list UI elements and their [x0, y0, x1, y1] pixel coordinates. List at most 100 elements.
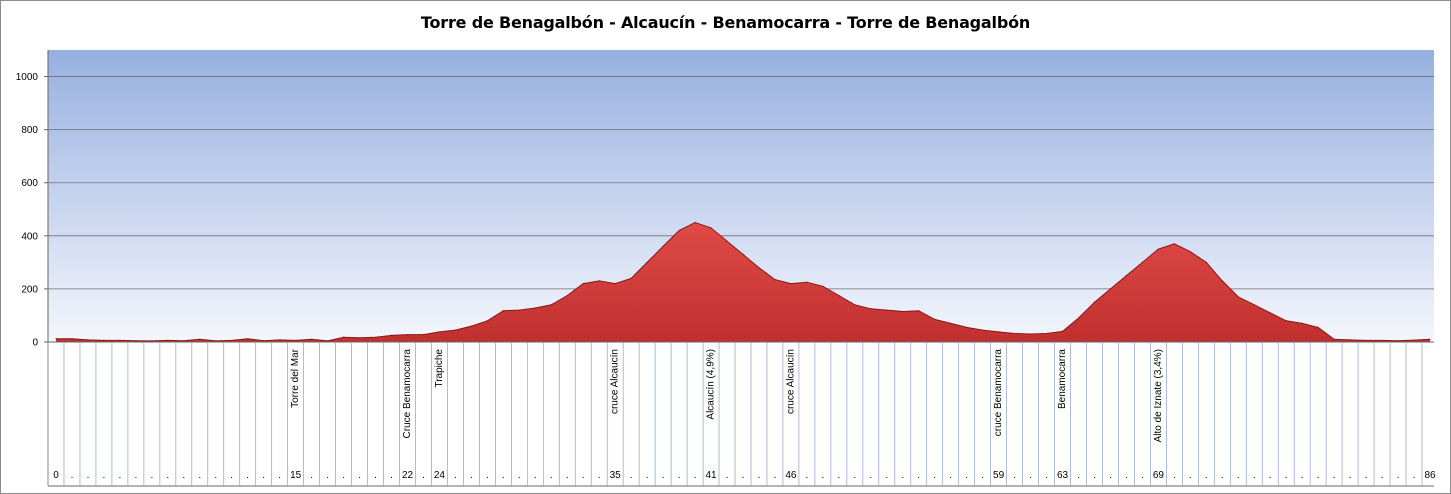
km-dot: . — [454, 470, 457, 481]
km-dot: . — [486, 470, 489, 481]
km-dot: . — [182, 470, 185, 481]
category-axis: Torre del Mar Cruce Benamocarra Trapiche cr… — [47, 342, 1436, 486]
km-dot: . — [981, 470, 984, 481]
data-point — [838, 294, 840, 297]
data-point — [1205, 261, 1207, 263]
km-label: 22 — [402, 470, 414, 481]
data-point — [1077, 317, 1080, 319]
data-point — [870, 308, 872, 310]
km-label: 46 — [785, 470, 797, 481]
data-point — [1014, 332, 1016, 335]
km-dot: . — [726, 470, 729, 481]
data-point — [1221, 280, 1223, 282]
data-point — [822, 285, 824, 287]
data-point — [390, 334, 393, 336]
data-point — [454, 329, 456, 331]
data-point — [295, 339, 297, 341]
category-label: Alto de Iznate (3,4%) — [1153, 349, 1164, 442]
data-point — [231, 339, 233, 341]
data-point — [359, 337, 361, 339]
data-point — [263, 340, 265, 342]
data-point — [183, 340, 185, 342]
km-dot: . — [838, 470, 841, 481]
data-point — [790, 283, 792, 285]
data-point — [119, 339, 121, 341]
category-label: cruce Alcaucín — [610, 349, 621, 414]
category-label: Benamocarra — [1057, 349, 1068, 409]
data-point — [758, 267, 760, 269]
y-tick-label: 200 — [21, 284, 38, 295]
km-label: 35 — [610, 470, 622, 481]
data-point — [1349, 339, 1351, 341]
km-dot: . — [1269, 470, 1272, 481]
km-dot: . — [1237, 470, 1240, 481]
data-point — [167, 339, 169, 341]
data-point — [630, 277, 632, 279]
axes: 0 200 400 600 800 1000 — [16, 50, 1434, 487]
data-point — [950, 322, 952, 324]
km-dot: . — [151, 470, 154, 481]
data-point — [1429, 338, 1431, 340]
km-dot: . — [1205, 470, 1208, 481]
data-point — [646, 261, 648, 263]
km-dot: . — [1221, 470, 1224, 481]
km-dot: . — [310, 470, 313, 481]
data-point — [534, 307, 536, 309]
category-label: Cruce Benamocarra — [402, 349, 413, 439]
data-point — [1189, 251, 1191, 253]
km-dot: . — [1141, 470, 1144, 481]
data-point — [135, 340, 137, 342]
elevation-fill — [56, 222, 1430, 342]
km-label: 24 — [434, 470, 446, 481]
data-point — [1381, 339, 1383, 341]
data-point — [1397, 340, 1399, 342]
data-point — [1030, 333, 1032, 335]
km-dot: . — [694, 470, 697, 481]
km-dot: . — [166, 470, 169, 481]
km-dot: . — [534, 470, 537, 481]
km-dot: . — [1109, 470, 1112, 481]
data-point — [103, 339, 105, 341]
km-dot: . — [1333, 470, 1336, 481]
data-point — [1269, 312, 1271, 314]
data-point — [886, 309, 888, 311]
data-point — [311, 338, 313, 340]
km-dot: . — [1317, 470, 1320, 481]
data-point — [902, 310, 904, 313]
km-dot: . — [1077, 470, 1080, 481]
data-point — [486, 320, 488, 322]
data-point — [550, 304, 552, 306]
km-label: 15 — [290, 470, 302, 481]
km-dot: . — [1397, 470, 1400, 481]
km-dot: . — [1381, 470, 1384, 481]
km-dot: . — [518, 470, 521, 481]
km-dot: . — [214, 470, 217, 481]
km-label: 41 — [705, 470, 717, 481]
km-dot: . — [917, 470, 920, 481]
km-dot: . — [326, 470, 329, 481]
km-dot: . — [374, 470, 377, 481]
data-point — [327, 340, 329, 342]
data-point — [598, 280, 600, 282]
data-point — [55, 338, 57, 340]
data-point — [582, 283, 584, 285]
km-dot: . — [582, 470, 585, 481]
km-dot: . — [630, 470, 633, 481]
data-point — [806, 281, 808, 283]
category-label: cruce Alcaucín — [785, 349, 796, 414]
km-label: 69 — [1153, 470, 1165, 481]
km-dot: . — [965, 470, 968, 481]
km-dot: . — [1125, 470, 1128, 481]
km-dot: . — [390, 470, 393, 481]
km-dot: . — [1301, 470, 1304, 481]
km-dot: . — [198, 470, 201, 481]
y-tick-label: 400 — [21, 231, 38, 242]
y-tick-label: 0 — [32, 338, 38, 349]
data-point — [774, 279, 776, 281]
km-dot: . — [869, 470, 872, 481]
data-point — [1157, 248, 1159, 250]
km-label: 0 — [53, 470, 59, 481]
km-dot: . — [550, 470, 553, 481]
data-point — [1317, 326, 1319, 328]
